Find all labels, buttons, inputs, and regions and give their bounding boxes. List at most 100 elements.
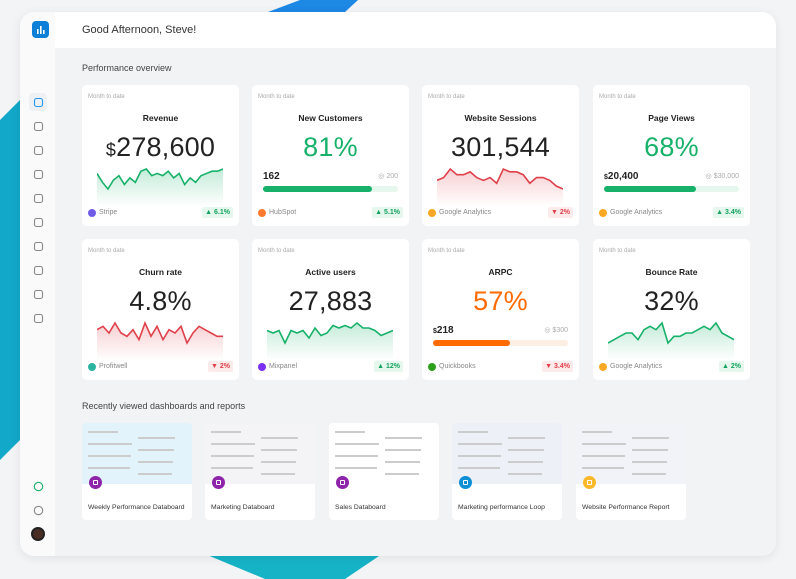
source-logo-icon [258,208,266,217]
databox-logo-icon[interactable] [32,21,49,38]
metric-value: 68% [593,132,750,163]
datasets-icon[interactable] [29,213,47,231]
change-badge: ▲ 3.4% [713,207,744,218]
change-value: 6.1% [214,209,230,216]
goals-icon[interactable] [29,165,47,183]
sparkline-line [97,320,223,345]
progress-bar [604,186,739,192]
sparkline-line [437,167,563,190]
recent-dashboard-card[interactable]: Weekly Performance Databoard [82,423,192,520]
source-name: HubSpot [269,209,297,216]
change-badge: ▲ 6.1% [202,207,233,218]
source-logo-icon [88,362,96,371]
dashboard-type-icon [336,476,349,489]
metric-card[interactable]: Month to date Page Views 68% Google Anal… [593,85,750,226]
dashboard-title: Sales Databoard [335,504,386,511]
metrics-icon[interactable] [29,261,47,279]
change-value: 2% [559,209,570,216]
change-badge: ▲ 12% [374,361,403,372]
change-badge: ▲ 5.1% [372,207,403,218]
sidebar [20,12,55,556]
period-label: Month to date [88,248,125,254]
source-name: Stripe [99,209,118,216]
metric-number: 301,544 [451,132,550,162]
currency-symbol: $ [433,328,437,335]
metric-title: Active users [305,267,356,277]
avatar[interactable] [29,525,47,543]
period-label: Month to date [428,248,465,254]
current-value: 162 [263,171,280,182]
integrations-icon[interactable] [29,477,47,495]
help-icon[interactable] [29,285,47,303]
progress-target: ◎ $30,000 [706,172,739,180]
video-icon[interactable] [29,189,47,207]
change-value: 12% [385,363,400,370]
metric-number: 32% [644,286,699,316]
recent-dashboard-card[interactable]: Sales Databoard [329,423,439,520]
source-logo-icon [599,208,607,217]
metric-card[interactable]: Month to date New Customers 81% HubSpot … [252,85,409,226]
recent-dashboard-card[interactable]: Marketing Databoard [205,423,315,520]
dashboard-icon[interactable] [29,117,47,135]
sparkline-chart [97,320,223,361]
metric-card[interactable]: Month to date Active users 27,883 Mixpan… [252,239,409,380]
dashboard-preview [576,423,686,484]
period-label: Month to date [258,248,295,254]
metric-card[interactable]: Month to date Website Sessions 301,544 G… [422,85,579,226]
source-logo-icon [428,208,436,217]
section-title: Performance overview [82,63,172,73]
metric-number: 27,883 [288,286,373,316]
current-value: 218 [436,325,454,336]
change-value: 2% [219,363,230,370]
recent-dashboard-card[interactable]: Website Performance Report [576,423,686,520]
metric-card[interactable]: Month to date Revenue $278,600 Stripe ▲ … [82,85,239,226]
metric-card[interactable]: Month to date Bounce Rate 32% Google Ana… [593,239,750,380]
metric-title: New Customers [298,113,363,123]
source-name: Mixpanel [269,363,298,370]
sparkline-line [97,168,223,191]
progress-current: 162 [263,171,280,182]
metric-card[interactable]: Month to date ARPC 57% Quickbooks ▼ 3.4%… [422,239,579,380]
metric-title: Bounce Rate [645,267,698,277]
dashboard-type-icon [459,476,472,489]
metric-title: Revenue [142,113,179,123]
metric-value: 81% [252,132,409,163]
alerts-icon[interactable] [29,237,47,255]
progress-target: ◎ 200 [378,172,398,180]
metric-value: $278,600 [82,132,239,163]
change-value: 3.4% [554,363,570,370]
source-name: Google Analytics [610,209,663,216]
metric-number: 81% [303,132,358,162]
metric-title: ARPC [488,267,513,277]
target-value: $300 [552,327,568,334]
source-logo-icon [88,208,96,217]
source-name: Google Analytics [439,209,492,216]
target-icon: ◎ [705,173,714,180]
sparkline-area [437,169,563,207]
sparkline-line [267,321,393,345]
period-label: Month to date [428,94,465,100]
metric-card[interactable]: Month to date Churn rate 4.8% Profitwell… [82,239,239,380]
home-icon[interactable] [29,93,47,111]
progress-target: ◎ $300 [544,326,568,334]
sparkline-chart [267,321,393,361]
metric-value: 27,883 [252,286,409,317]
source-name: Google Analytics [610,363,663,370]
metric-value: 4.8% [82,286,239,317]
dashboard-type-icon [212,476,225,489]
sparkline-area [608,323,734,361]
target-icon: ◎ [378,173,387,180]
change-badge: ▼ 2% [208,361,233,372]
metric-number: 278,600 [116,132,216,162]
reports-icon[interactable] [29,141,47,159]
app-window: Good Afternoon, Steve! Performance overv… [20,12,776,556]
metric-value: 57% [422,286,579,317]
metric-number: 68% [644,132,699,162]
period-label: Month to date [88,94,125,100]
team-icon[interactable] [29,309,47,327]
source-logo-icon [599,362,607,371]
recent-dashboard-card[interactable]: Marketing performance Loop [452,423,562,520]
sparkline-area [97,323,223,361]
support-icon[interactable] [29,501,47,519]
metric-value: 32% [593,286,750,317]
